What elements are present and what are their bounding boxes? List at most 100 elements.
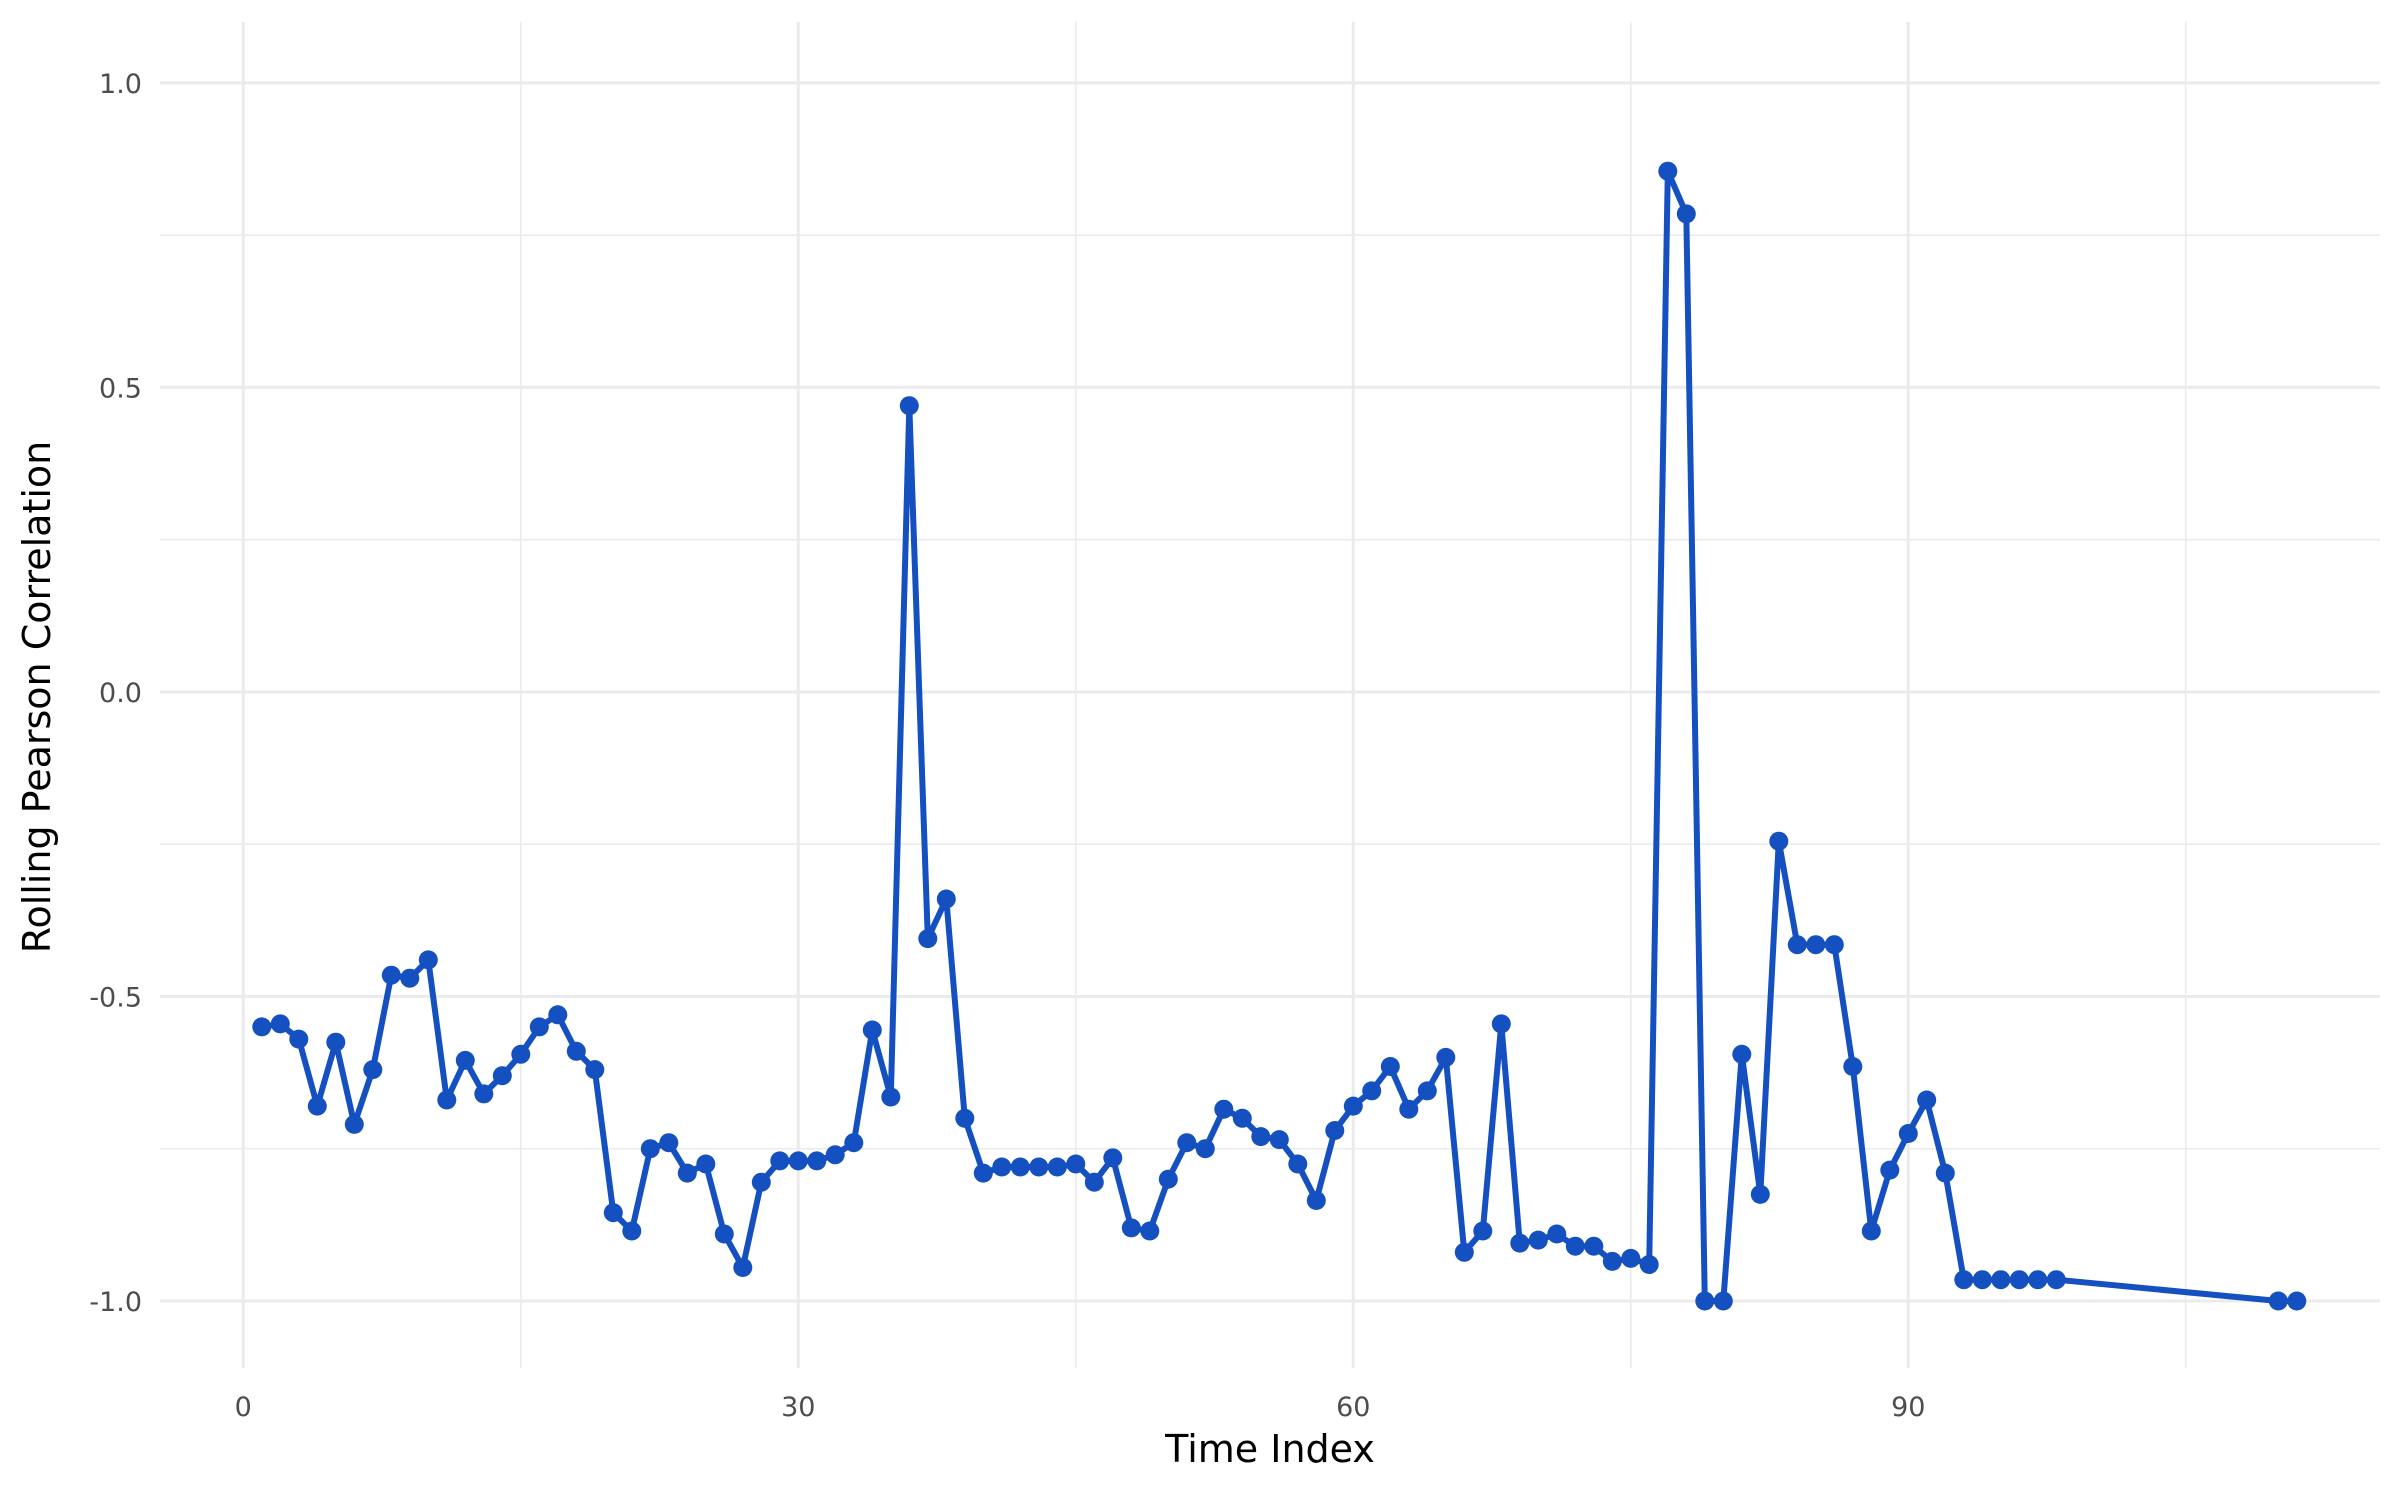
data-point-2 [289,1029,309,1049]
data-point-60 [1362,1081,1382,1101]
data-point-93 [1972,1270,1992,1290]
data-point-51 [1195,1139,1215,1159]
data-point-27 [751,1172,771,1192]
y-tick-label: -1.0 [89,1287,142,1318]
y-axis-tick-labels: 1.0 0.5 0.0 -0.5 -1.0 [89,69,142,1318]
data-point-53 [1232,1108,1252,1128]
data-point-67 [1491,1014,1511,1034]
data-point-85 [1824,935,1844,955]
data-point-96 [2028,1270,2048,1290]
data-point-82 [1769,831,1789,851]
data-point-3 [307,1096,327,1116]
data-point-68 [1510,1233,1530,1253]
data-point-79 [1713,1291,1733,1311]
data-point-69 [1528,1230,1548,1250]
x-axis-tick-labels: 0 30 60 90 [235,1392,1926,1423]
data-point-54 [1251,1127,1271,1147]
data-point-41 [1010,1157,1030,1177]
data-point-64 [1436,1047,1456,1067]
x-tick-label: 0 [235,1392,252,1423]
data-point-75 [1639,1255,1659,1274]
data-point-13 [492,1066,512,1086]
data-point-77 [1676,204,1696,224]
data-point-71 [1565,1236,1585,1256]
data-point-36 [918,929,938,949]
data-point-73 [1602,1251,1622,1271]
data-point-7 [381,965,401,985]
data-point-66 [1473,1221,1493,1241]
data-point-4 [326,1032,346,1052]
data-point-76 [1658,161,1678,181]
data-point-86 [1843,1057,1863,1076]
y-tick-label: 1.0 [99,69,142,100]
data-point-97 [2046,1270,2066,1290]
data-point-49 [1158,1169,1178,1189]
data-point-48 [1140,1221,1160,1241]
data-point-55 [1269,1130,1289,1150]
data-point-26 [733,1258,753,1277]
data-point-99 [2287,1291,2307,1311]
data-point-15 [529,1017,549,1037]
data-point-56 [1288,1154,1308,1174]
data-point-58 [1325,1121,1345,1140]
data-point-38 [955,1108,975,1128]
y-tick-label: 0.5 [99,373,142,404]
data-point-45 [1084,1172,1104,1192]
data-point-62 [1399,1099,1419,1119]
data-point-5 [344,1114,364,1134]
data-point-29 [788,1151,808,1171]
data-point-22 [659,1133,679,1153]
data-point-83 [1787,935,1807,955]
data-point-94 [1991,1270,2011,1290]
data-point-23 [677,1163,697,1183]
data-point-78 [1695,1291,1715,1311]
data-point-46 [1103,1148,1123,1168]
data-point-30 [807,1151,827,1171]
major-gridlines [160,22,2380,1368]
data-point-57 [1306,1191,1326,1210]
data-point-21 [640,1139,660,1159]
x-tick-label: 60 [1336,1392,1370,1423]
data-point-8 [400,968,420,988]
series-line-0 [258,168,2300,1304]
data-point-44 [1066,1154,1086,1174]
data-point-24 [696,1154,716,1174]
y-tick-label: 0.0 [99,678,142,709]
data-point-87 [1861,1221,1881,1241]
data-point-25 [714,1224,734,1244]
data-point-40 [992,1157,1012,1177]
data-point-52 [1214,1099,1234,1119]
data-point-37 [936,889,956,909]
data-point-89 [1898,1124,1918,1143]
data-point-19 [603,1203,623,1223]
data-point-20 [622,1221,642,1241]
y-tick-label: -0.5 [89,982,142,1013]
x-tick-label: 90 [1891,1392,1925,1423]
data-point-59 [1343,1096,1363,1116]
x-axis-title: Time Index [1164,1427,1375,1471]
data-point-0 [252,1017,272,1037]
data-point-16 [548,1005,568,1025]
x-tick-label: 30 [781,1392,815,1423]
data-point-10 [437,1090,457,1110]
data-point-80 [1732,1044,1752,1064]
data-point-43 [1047,1157,1067,1177]
data-point-35 [899,396,919,416]
data-point-63 [1417,1081,1437,1101]
data-point-18 [585,1060,605,1080]
data-point-72 [1584,1236,1604,1256]
data-point-34 [881,1087,901,1107]
data-point-65 [1454,1242,1474,1262]
y-axis-title: Rolling Pearson Correlation [15,441,59,954]
data-point-31 [825,1145,845,1165]
data-point-84 [1806,935,1826,955]
data-point-95 [2009,1270,2029,1290]
data-point-50 [1177,1133,1197,1153]
data-point-11 [455,1050,475,1070]
data-point-47 [1121,1218,1141,1238]
data-point-70 [1547,1224,1567,1244]
data-point-98 [2268,1291,2288,1311]
data-point-90 [1917,1090,1937,1110]
